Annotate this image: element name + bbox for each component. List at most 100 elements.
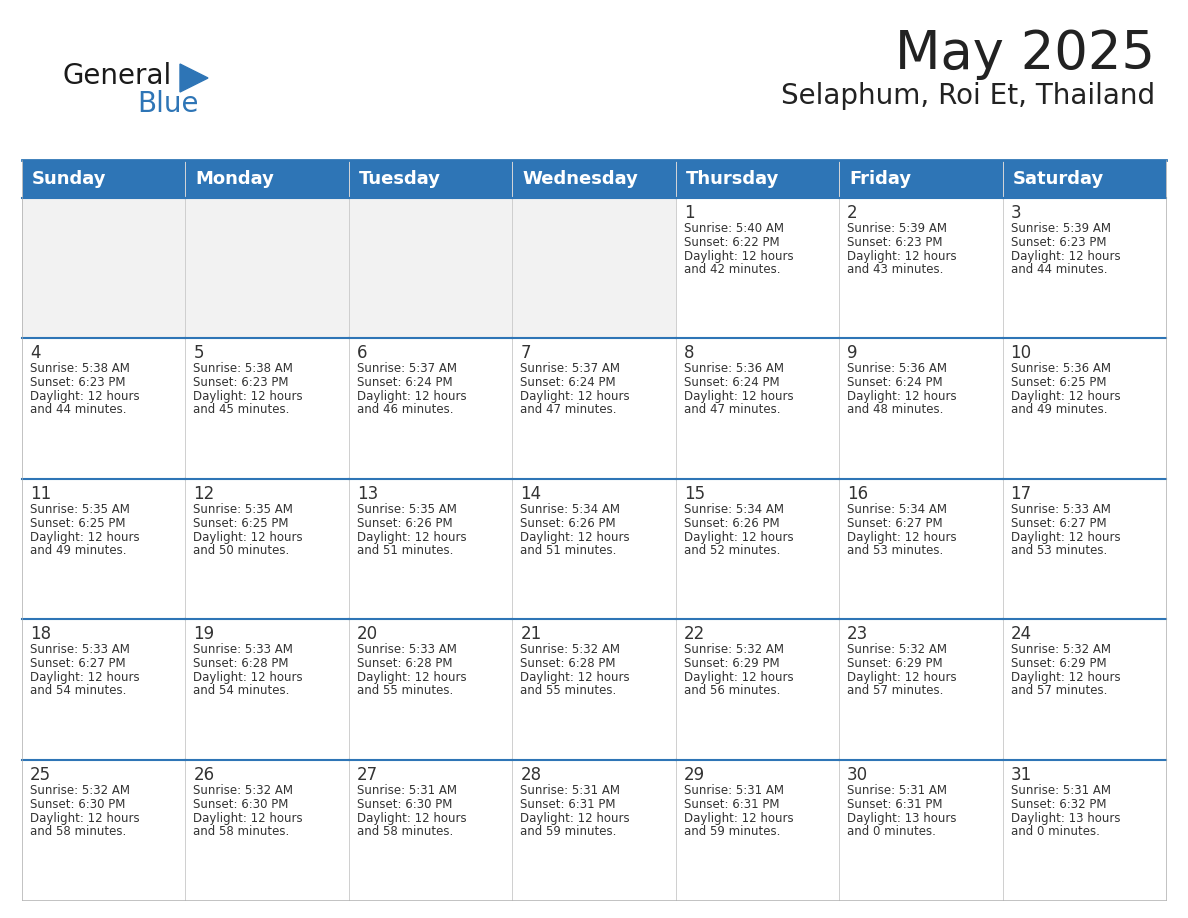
Text: Sunset: 6:22 PM: Sunset: 6:22 PM (684, 236, 779, 249)
Text: Daylight: 12 hours: Daylight: 12 hours (1011, 390, 1120, 403)
Text: Sunset: 6:28 PM: Sunset: 6:28 PM (520, 657, 615, 670)
Text: Sunrise: 5:35 AM: Sunrise: 5:35 AM (194, 503, 293, 516)
Text: Sunset: 6:30 PM: Sunset: 6:30 PM (30, 798, 126, 811)
Bar (349, 160, 512, 198)
Text: Daylight: 12 hours: Daylight: 12 hours (520, 531, 630, 543)
Text: and 55 minutes.: and 55 minutes. (356, 684, 453, 697)
Bar (1003, 339, 1165, 479)
Text: Daylight: 12 hours: Daylight: 12 hours (194, 531, 303, 543)
Text: Sunrise: 5:32 AM: Sunrise: 5:32 AM (1011, 644, 1111, 656)
Text: Selaphum, Roi Et, Thailand: Selaphum, Roi Et, Thailand (781, 82, 1155, 110)
Bar (1003, 759, 1165, 900)
Text: and 53 minutes.: and 53 minutes. (847, 543, 943, 557)
Text: Daylight: 13 hours: Daylight: 13 hours (1011, 812, 1120, 824)
Text: 26: 26 (194, 766, 215, 784)
Text: and 44 minutes.: and 44 minutes. (30, 403, 126, 417)
Text: Daylight: 12 hours: Daylight: 12 hours (1011, 671, 1120, 684)
Text: 29: 29 (684, 766, 704, 784)
Bar (185, 339, 349, 479)
Text: and 49 minutes.: and 49 minutes. (30, 543, 126, 557)
Text: Sunset: 6:23 PM: Sunset: 6:23 PM (30, 376, 126, 389)
Text: Sunrise: 5:38 AM: Sunrise: 5:38 AM (194, 363, 293, 375)
Text: Daylight: 12 hours: Daylight: 12 hours (194, 812, 303, 824)
Text: Sunset: 6:28 PM: Sunset: 6:28 PM (194, 657, 289, 670)
Text: 9: 9 (847, 344, 858, 363)
Text: and 54 minutes.: and 54 minutes. (194, 684, 290, 697)
Text: Sunset: 6:23 PM: Sunset: 6:23 PM (1011, 236, 1106, 249)
Text: Sunset: 6:23 PM: Sunset: 6:23 PM (847, 236, 942, 249)
Text: 28: 28 (520, 766, 542, 784)
Text: Sunrise: 5:31 AM: Sunrise: 5:31 AM (847, 784, 947, 797)
Text: Sunset: 6:32 PM: Sunset: 6:32 PM (1011, 798, 1106, 811)
Text: Daylight: 12 hours: Daylight: 12 hours (684, 671, 794, 684)
Text: Tuesday: Tuesday (359, 170, 441, 188)
Text: 4: 4 (30, 344, 40, 363)
Text: Sunset: 6:31 PM: Sunset: 6:31 PM (684, 798, 779, 811)
Bar (23, 339, 185, 479)
Text: Sunset: 6:31 PM: Sunset: 6:31 PM (520, 798, 615, 811)
Bar (23, 620, 185, 759)
Text: Daylight: 12 hours: Daylight: 12 hours (847, 250, 956, 263)
Text: Daylight: 12 hours: Daylight: 12 hours (684, 531, 794, 543)
Bar (676, 160, 839, 198)
Text: Sunrise: 5:34 AM: Sunrise: 5:34 AM (684, 503, 784, 516)
Text: Sunrise: 5:31 AM: Sunrise: 5:31 AM (520, 784, 620, 797)
Bar (185, 198, 349, 339)
Text: Sunset: 6:27 PM: Sunset: 6:27 PM (1011, 517, 1106, 530)
Text: and 43 minutes.: and 43 minutes. (847, 263, 943, 276)
Text: Sunset: 6:23 PM: Sunset: 6:23 PM (194, 376, 289, 389)
Text: Daylight: 12 hours: Daylight: 12 hours (520, 390, 630, 403)
Bar (676, 198, 839, 339)
Text: Sunset: 6:28 PM: Sunset: 6:28 PM (356, 657, 453, 670)
Text: and 55 minutes.: and 55 minutes. (520, 684, 617, 697)
Text: Daylight: 13 hours: Daylight: 13 hours (847, 812, 956, 824)
Text: and 0 minutes.: and 0 minutes. (1011, 824, 1099, 837)
Text: Daylight: 12 hours: Daylight: 12 hours (684, 812, 794, 824)
Bar (349, 198, 512, 339)
Text: Sunset: 6:25 PM: Sunset: 6:25 PM (30, 517, 126, 530)
Text: Sunset: 6:25 PM: Sunset: 6:25 PM (194, 517, 289, 530)
Text: 13: 13 (356, 485, 378, 503)
Text: Sunrise: 5:31 AM: Sunrise: 5:31 AM (356, 784, 457, 797)
Text: Sunset: 6:24 PM: Sunset: 6:24 PM (684, 376, 779, 389)
Bar (512, 160, 676, 198)
Text: Daylight: 12 hours: Daylight: 12 hours (30, 390, 140, 403)
Text: Sunrise: 5:39 AM: Sunrise: 5:39 AM (1011, 222, 1111, 235)
Text: Sunset: 6:27 PM: Sunset: 6:27 PM (30, 657, 126, 670)
Text: and 47 minutes.: and 47 minutes. (520, 403, 617, 417)
Text: Daylight: 12 hours: Daylight: 12 hours (356, 812, 467, 824)
Bar (23, 479, 185, 620)
Text: Sunrise: 5:37 AM: Sunrise: 5:37 AM (520, 363, 620, 375)
Text: Sunset: 6:24 PM: Sunset: 6:24 PM (520, 376, 615, 389)
Text: and 46 minutes.: and 46 minutes. (356, 403, 454, 417)
Text: Daylight: 12 hours: Daylight: 12 hours (194, 671, 303, 684)
Bar (676, 339, 839, 479)
Text: 24: 24 (1011, 625, 1031, 644)
Text: Sunset: 6:30 PM: Sunset: 6:30 PM (194, 798, 289, 811)
Bar (839, 339, 1003, 479)
Text: Sunrise: 5:31 AM: Sunrise: 5:31 AM (1011, 784, 1111, 797)
Text: 19: 19 (194, 625, 215, 644)
Text: Daylight: 12 hours: Daylight: 12 hours (847, 531, 956, 543)
Text: Sunrise: 5:36 AM: Sunrise: 5:36 AM (684, 363, 784, 375)
Text: 7: 7 (520, 344, 531, 363)
Text: Friday: Friday (849, 170, 911, 188)
Text: Daylight: 12 hours: Daylight: 12 hours (194, 390, 303, 403)
Text: Daylight: 12 hours: Daylight: 12 hours (520, 812, 630, 824)
Text: Daylight: 12 hours: Daylight: 12 hours (847, 390, 956, 403)
Text: 18: 18 (30, 625, 51, 644)
Text: Sunset: 6:31 PM: Sunset: 6:31 PM (847, 798, 942, 811)
Text: and 53 minutes.: and 53 minutes. (1011, 543, 1107, 557)
Text: Sunset: 6:24 PM: Sunset: 6:24 PM (356, 376, 453, 389)
Text: Sunrise: 5:35 AM: Sunrise: 5:35 AM (356, 503, 456, 516)
Text: Monday: Monday (196, 170, 274, 188)
Text: Sunset: 6:26 PM: Sunset: 6:26 PM (356, 517, 453, 530)
Text: Sunrise: 5:33 AM: Sunrise: 5:33 AM (356, 644, 456, 656)
Text: 20: 20 (356, 625, 378, 644)
Bar (349, 198, 512, 339)
Text: and 56 minutes.: and 56 minutes. (684, 684, 781, 697)
Text: Sunrise: 5:36 AM: Sunrise: 5:36 AM (847, 363, 947, 375)
Bar (676, 479, 839, 620)
Text: 8: 8 (684, 344, 694, 363)
Bar (839, 620, 1003, 759)
